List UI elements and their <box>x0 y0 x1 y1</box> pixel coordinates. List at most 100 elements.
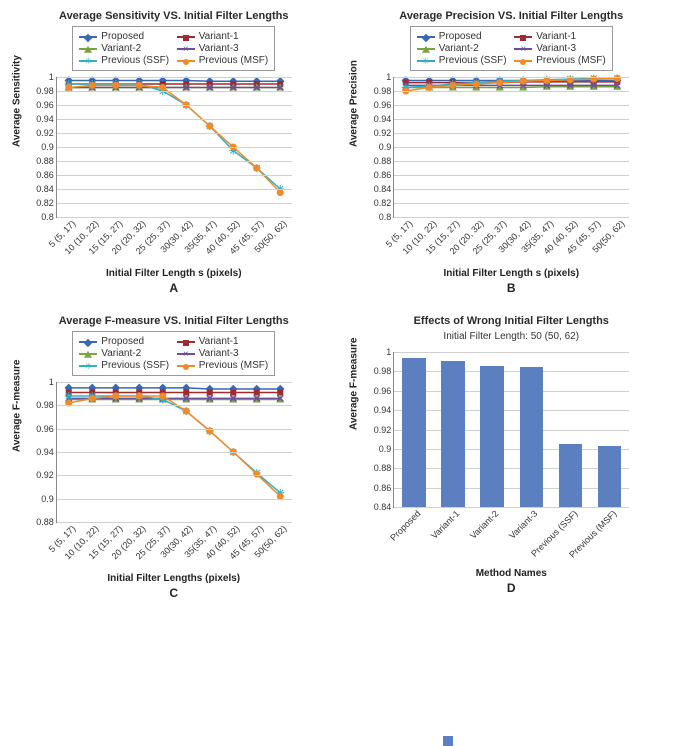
legend-label: Variant-1 <box>536 31 576 42</box>
xtick-label: Variant-3 <box>506 507 540 541</box>
legend-item-variant1: Variant-1 <box>514 31 605 42</box>
gridline <box>57 133 292 134</box>
legend-item-msf: Previous (MSF) <box>514 55 605 66</box>
gridline <box>57 147 292 148</box>
legend-swatch-icon <box>79 353 97 355</box>
gridline <box>394 175 629 176</box>
panel-c: Average F-measure VS. Initial Filter Len… <box>10 315 338 600</box>
gridline <box>57 189 292 190</box>
legend-label: Variant-3 <box>199 348 239 359</box>
panel-a: Average Sensitivity VS. Initial Filter L… <box>10 10 338 295</box>
bar-swatch-icon <box>443 736 453 746</box>
panel-c-title: Average F-measure VS. Initial Filter Len… <box>59 315 289 327</box>
panel-d-ylabel: Average F-measure <box>349 337 360 429</box>
legend-item-variant3: Variant-3 <box>177 348 268 359</box>
panel-b-chart: Average Precision 0.80.820.840.860.880.9… <box>393 77 629 295</box>
gridline <box>394 488 629 489</box>
legend-swatch-icon <box>177 365 195 367</box>
legend-item-msf: Previous (MSF) <box>177 360 268 371</box>
ytick-label: 0.84 <box>36 184 57 194</box>
gridline <box>394 147 629 148</box>
legend-swatch-icon <box>514 60 532 62</box>
gridline <box>57 452 292 453</box>
legend-label: Previous (SSF) <box>439 55 507 66</box>
ytick-label: 0.86 <box>374 483 395 493</box>
panel-d-legend: Initial Filter Length: 50 (50, 62) <box>443 331 579 342</box>
ytick-label: 0.88 <box>374 463 395 473</box>
ytick-label: 0.92 <box>36 128 57 138</box>
legend-item-variant1: Variant-1 <box>177 336 268 347</box>
gridline <box>394 119 629 120</box>
ytick-label: 0.98 <box>374 86 395 96</box>
legend-label: Previous (MSF) <box>536 55 605 66</box>
ytick-label: 0.98 <box>374 366 395 376</box>
legend-item-variant3: Variant-3 <box>177 43 268 54</box>
bar-previous-ssf- <box>559 444 583 507</box>
bar-proposed <box>402 358 426 507</box>
ytick-label: 0.94 <box>374 114 395 124</box>
panel-c-ylabel: Average F-measure <box>11 360 22 452</box>
legend-swatch-icon <box>79 48 97 50</box>
legend-swatch-icon <box>79 36 97 38</box>
panel-d-plot: Average F-measure 0.840.860.880.90.920.9… <box>393 352 629 508</box>
xtick-label: Variant-1 <box>428 507 462 541</box>
legend-label: Proposed <box>101 336 144 347</box>
ytick-label: 0.88 <box>36 517 57 527</box>
panel-b-ylabel: Average Precision <box>349 60 360 147</box>
ytick-label: 0.84 <box>374 184 395 194</box>
legend-swatch-icon <box>177 36 195 38</box>
gridline <box>394 449 629 450</box>
ytick-label: 0.94 <box>36 447 57 457</box>
ytick-label: 0.86 <box>36 170 57 180</box>
xtick-label: Proposed <box>387 507 423 543</box>
legend-item-proposed: Proposed <box>79 31 170 42</box>
legend-label: Variant-2 <box>439 43 479 54</box>
gridline <box>394 189 629 190</box>
bar-variant-1 <box>441 361 465 507</box>
panel-d: Effects of Wrong Initial Filter Lengths … <box>348 315 676 600</box>
gridline <box>394 203 629 204</box>
panel-d-chart: Average F-measure 0.840.860.880.90.920.9… <box>393 352 629 595</box>
ytick-label: 1 <box>386 72 394 82</box>
legend-item-msf: Previous (MSF) <box>177 55 268 66</box>
legend-item-variant1: Variant-1 <box>177 31 268 42</box>
ytick-label: 0.96 <box>36 424 57 434</box>
legend-label: Variant-2 <box>101 348 141 359</box>
gridline <box>57 405 292 406</box>
legend-item-proposed: Proposed <box>417 31 508 42</box>
panel-a-xlabel: Initial Filter Length s (pixels) <box>56 268 292 279</box>
ytick-label: 0.9 <box>41 142 57 152</box>
ytick-label: 0.8 <box>379 212 395 222</box>
ytick-label: 0.92 <box>374 425 395 435</box>
gridline <box>57 91 292 92</box>
ytick-label: 0.98 <box>36 400 57 410</box>
gridline <box>394 91 629 92</box>
gridline <box>394 507 629 508</box>
gridline <box>57 499 292 500</box>
panel-b-title: Average Precision VS. Initial Filter Len… <box>399 10 623 22</box>
gridline <box>394 133 629 134</box>
legend-label: Previous (SSF) <box>101 360 169 371</box>
gridline <box>57 161 292 162</box>
legend-label: Proposed <box>101 31 144 42</box>
ytick-label: 0.96 <box>374 386 395 396</box>
ytick-label: 0.96 <box>36 100 57 110</box>
panel-a-plot: Average Sensitivity 0.80.820.840.860.880… <box>56 77 292 218</box>
panel-b-letter: B <box>393 281 629 295</box>
gridline <box>394 391 629 392</box>
legend-swatch-icon <box>177 60 195 62</box>
legend-item-variant2: Variant-2 <box>79 43 170 54</box>
legend-item-ssf: Previous (SSF) <box>79 55 170 66</box>
gridline <box>394 371 629 372</box>
legend-swatch-icon <box>514 48 532 50</box>
panel-a-legend: ProposedVariant-1Variant-2Variant-3Previ… <box>72 26 275 71</box>
legend-label: Variant-1 <box>199 336 239 347</box>
panel-b-xlabel: Initial Filter Length s (pixels) <box>393 268 629 279</box>
legend-label: Previous (MSF) <box>199 360 268 371</box>
bar-variant-2 <box>480 366 504 507</box>
legend-swatch-icon <box>177 341 195 343</box>
ytick-label: 0.94 <box>374 405 395 415</box>
legend-item-variant2: Variant-2 <box>79 348 170 359</box>
ytick-label: 0.94 <box>36 114 57 124</box>
legend-swatch-icon <box>417 60 435 62</box>
